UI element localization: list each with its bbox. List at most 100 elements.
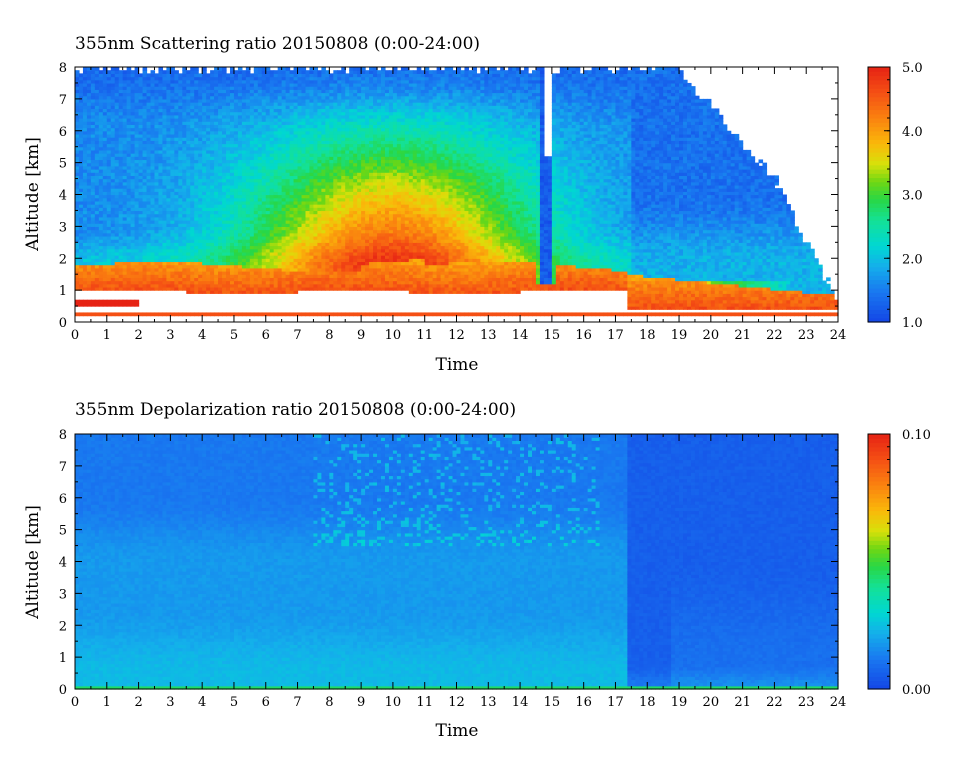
heatmap-cell — [111, 67, 116, 71]
heatmap-cell — [139, 312, 144, 316]
heatmap-cell — [143, 67, 148, 71]
heatmap-cell — [242, 312, 247, 316]
heatmap-cell — [107, 70, 112, 74]
heatmap-cell — [194, 312, 199, 316]
heatmap-cell — [266, 312, 271, 316]
heatmap-cell — [174, 312, 179, 316]
heatmap-cell — [190, 67, 195, 71]
heatmap-cell — [115, 312, 120, 316]
heatmap-cell — [147, 73, 152, 77]
heatmap-cell — [258, 312, 263, 316]
heatmap-cell — [254, 67, 259, 71]
heatmap-cell — [87, 300, 92, 304]
heatmap-cell — [107, 300, 112, 304]
heatmap-cell — [162, 312, 167, 316]
heatmap-cell — [178, 73, 183, 77]
heatmap-cell — [131, 312, 136, 316]
heatmap-cell — [151, 312, 156, 316]
heatmap-cell — [99, 300, 104, 304]
heatmap-cell — [321, 312, 326, 316]
heatmap-cell — [353, 312, 358, 316]
heatmap-cell — [91, 312, 96, 316]
heatmap-cell — [99, 312, 104, 316]
heatmap-cell — [290, 312, 295, 316]
heatmap-cell — [111, 300, 116, 304]
heatmap-cell — [337, 312, 342, 316]
heatmap-cell — [79, 312, 84, 316]
heatmap-cell — [226, 73, 231, 77]
heatmap-cell — [313, 312, 318, 316]
heatmap-cell — [329, 73, 334, 77]
heatmap-cell — [270, 70, 275, 74]
heatmap-cell — [174, 70, 179, 74]
heatmap-cell — [170, 312, 175, 316]
heatmap-cell — [115, 300, 120, 304]
heatmap-cell — [250, 312, 255, 316]
heatmap-cell — [246, 312, 251, 316]
heatmap-cell — [234, 312, 239, 316]
heatmap-cell — [274, 312, 279, 316]
heatmap-cell — [222, 67, 227, 71]
heatmap-cell — [91, 300, 96, 304]
heatmap-cell — [178, 312, 183, 316]
heatmap-cell — [119, 312, 124, 316]
heatmap-cell — [270, 312, 275, 316]
heatmap-cell — [75, 312, 80, 316]
heatmap-cell — [282, 67, 287, 71]
heatmap-cell — [111, 312, 116, 316]
heatmap-cell — [206, 73, 211, 77]
heatmap-cell — [250, 73, 255, 77]
heatmap-cell — [206, 312, 211, 316]
heatmap-cell — [158, 67, 163, 71]
heatmap-cell — [127, 312, 132, 316]
heatmap-cell — [305, 312, 310, 316]
heatmap-cell — [214, 312, 219, 316]
heatmap-cell — [345, 312, 350, 316]
heatmap-cell — [186, 70, 191, 74]
heatmap-cell — [154, 73, 159, 77]
heatmap-cell — [218, 67, 223, 71]
heatmap-cell — [79, 73, 84, 77]
heatmap-cell — [266, 67, 271, 71]
heatmap-cell — [341, 312, 346, 316]
heatmap-cell — [99, 70, 104, 74]
heatmap-cell — [298, 67, 303, 71]
heatmap-cell — [278, 312, 283, 316]
heatmap-cell — [234, 70, 239, 74]
heatmap-cell — [123, 300, 128, 304]
heatmap-cell — [226, 312, 231, 316]
heatmap-cell — [147, 312, 152, 316]
heatmap-cell — [127, 67, 132, 71]
heatmap-cell — [210, 70, 215, 74]
heatmap-cell — [333, 70, 338, 74]
heatmap-cell — [254, 312, 259, 316]
heatmap-cell — [321, 67, 326, 71]
heatmap-cell — [91, 67, 96, 71]
heatmap-cell — [317, 312, 322, 316]
heatmap-cell — [83, 312, 88, 316]
heatmap-cell — [127, 300, 132, 304]
heatmap-cell — [302, 312, 307, 316]
heatmap-cell — [349, 312, 354, 316]
heatmap-cell — [95, 67, 100, 71]
heatmap-cell — [170, 67, 175, 71]
heatmap-cell — [154, 312, 159, 316]
scattering-ratio-panel: 355nm Scattering ratio 20150808 (0:00-24… — [23, 34, 923, 375]
heatmap-cell — [123, 312, 128, 316]
heatmap-cell — [286, 312, 291, 316]
heatmap-cell — [119, 70, 124, 74]
heatmap-cell — [75, 70, 80, 74]
heatmap-cell — [218, 312, 223, 316]
heatmap-cell — [143, 312, 148, 316]
heatmap-cell — [282, 312, 287, 316]
scattering-ratio-title: 355nm Scattering ratio 20150808 (0:00-24… — [75, 34, 480, 54]
heatmap-cell — [162, 70, 167, 74]
heatmap-cell — [290, 70, 295, 74]
heatmap-cell — [131, 300, 136, 304]
heatmap-cell — [222, 312, 227, 316]
heatmap-cell — [317, 70, 322, 74]
heatmap-cell — [190, 312, 195, 316]
heatmap-cell — [305, 70, 310, 74]
heatmap-cell — [158, 312, 163, 316]
heatmap-cell — [345, 73, 350, 77]
